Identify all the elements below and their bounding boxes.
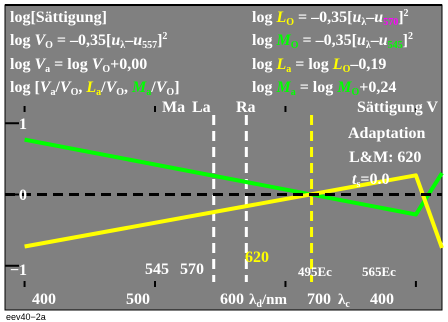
saettigung-v-label: Sättigung V [357, 99, 439, 116]
adaptation-label: Adaptation [348, 125, 425, 142]
right-line-4: log Ma = log MO+0,24 [252, 79, 396, 98]
chart-panel [4, 4, 443, 311]
x-tick-label-400b: 400 [370, 291, 394, 308]
y-tick-label-neg1: −1 [10, 262, 27, 279]
ts-label: ts=0.0 [352, 171, 389, 190]
grid-layer [5, 106, 417, 287]
label-495ec: 495Ec [298, 264, 332, 279]
left-line-1: log[Sättigung] [10, 9, 107, 26]
right-line-1: log LO = –0,35[uλ–u570]2 [252, 8, 409, 28]
x-tick-label-700: 700 [307, 291, 331, 308]
y-tick-label-0: 0 [19, 187, 27, 204]
left-line-4: log [Va/VO, La/VO, Ma/VO] [10, 79, 180, 98]
right-line-3: log La = log LO–0,19 [252, 56, 386, 75]
label-565ec: 565Ec [362, 264, 396, 279]
right-line-2: log MO = –0,35[uλ–u545]2 [252, 31, 413, 51]
footer-label: eev40−2a [6, 312, 46, 322]
x-unit-lambda-c: λc [338, 292, 350, 310]
left-line-3: log Va = log VO+0,00 [10, 56, 147, 75]
ra-label: Ra [236, 99, 256, 116]
left-line-2: log VO = –0,35[uλ–u557]2 [10, 31, 167, 51]
label-570: 570 [180, 261, 204, 278]
x-tick-label-500: 500 [126, 291, 150, 308]
x-tick-label-400: 400 [32, 291, 56, 308]
ma-label: Ma [162, 99, 185, 116]
x-unit-lambda-d: λd/nm [249, 292, 287, 310]
label-545: 545 [145, 261, 169, 278]
series-layer [5, 137, 444, 249]
la-label: La [192, 99, 211, 116]
label-620: 620 [245, 249, 269, 266]
series-line-1 [24, 173, 444, 249]
x-tick-label-600: 600 [220, 291, 244, 308]
lm-label: L&M: 620 [349, 149, 421, 166]
y-tick-label-1: 1 [19, 116, 27, 133]
series-line-0 [24, 137, 444, 217]
